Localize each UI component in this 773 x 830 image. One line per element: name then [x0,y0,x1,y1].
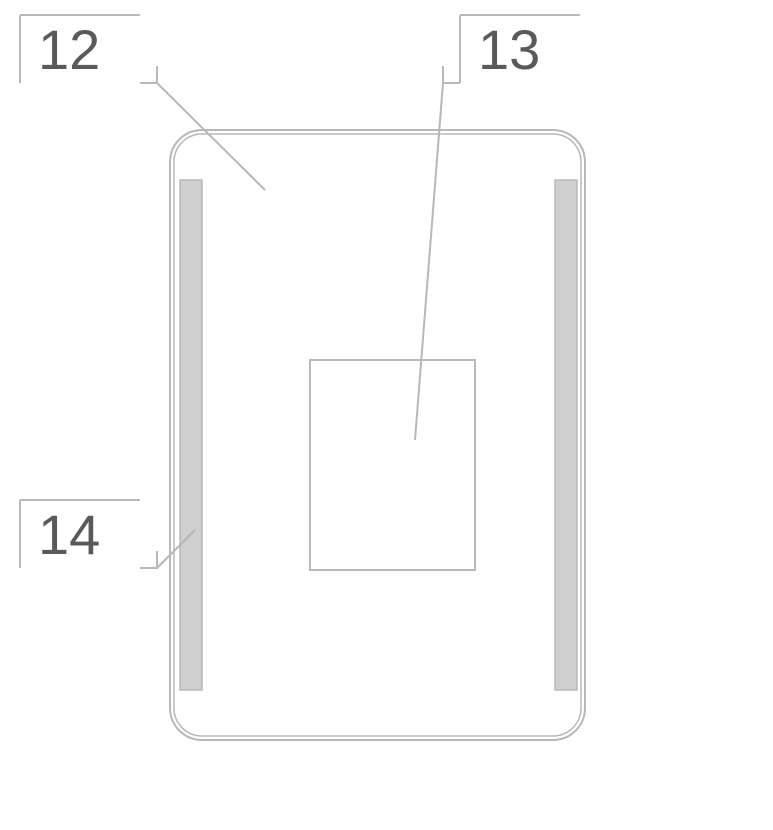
label-14-text: 14 [38,503,100,566]
label-13-text: 13 [478,18,540,81]
right-side-bar [555,180,577,690]
left-side-bar [180,180,202,690]
label-12-text: 12 [38,18,100,81]
canvas-bg [0,0,773,830]
